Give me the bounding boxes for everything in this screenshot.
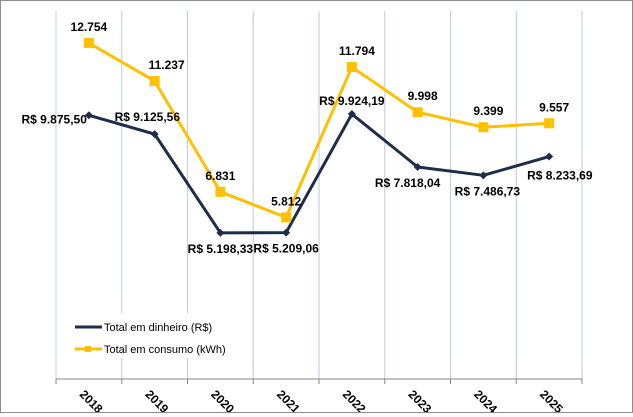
legend-marker: [85, 346, 91, 352]
gridlines: [55, 11, 583, 379]
data-label: R$ 9.125,56: [115, 110, 181, 124]
x-tick-label: 2018: [77, 387, 106, 412]
x-tick-label: 2022: [340, 387, 369, 412]
x-tick-label: 2025: [537, 387, 566, 412]
data-point-square: [83, 37, 94, 48]
x-tick-label: 2019: [143, 387, 172, 412]
data-label: 9.399: [473, 104, 503, 118]
data-point-square: [478, 122, 489, 133]
data-point-square: [215, 186, 226, 197]
data-label: R$ 7.818,04: [375, 176, 441, 190]
legend: Total em dinheiro (R$) Total em consumo (…: [69, 313, 239, 358]
data-point-diamond: [282, 228, 291, 237]
data-point-diamond: [479, 171, 488, 180]
data-point-diamond: [216, 228, 225, 237]
data-label: R$ 7.486,73: [455, 184, 521, 198]
data-label: R$ 5.209,06: [253, 242, 319, 256]
data-point-square: [412, 107, 423, 118]
series-lines: [83, 37, 555, 237]
data-point-square: [149, 76, 160, 87]
data-point-square: [346, 62, 357, 73]
data-label: 11.237: [149, 58, 185, 72]
data-label: 11.794: [339, 44, 375, 58]
data-label: 9.557: [539, 100, 569, 114]
data-label: R$ 8.233,69: [527, 169, 593, 183]
x-tick-label: 2020: [208, 387, 237, 412]
data-labels: R$ 9.875,50 R$ 9.125,56 R$ 5.198,33 R$ 5.20…: [21, 20, 592, 256]
legend-label: Total em dinheiro (R$): [104, 322, 212, 334]
data-point-diamond: [413, 162, 422, 171]
data-point-diamond: [84, 111, 93, 120]
legend-label: Total em consumo (kWh): [104, 344, 226, 356]
data-point-square: [281, 212, 292, 223]
x-tick-label: 2023: [406, 387, 435, 412]
data-label: 6.831: [205, 169, 235, 183]
data-point-square: [544, 118, 555, 129]
x-tick-label: 2021: [274, 387, 303, 412]
data-point-diamond: [347, 110, 356, 119]
data-point-diamond: [150, 130, 159, 139]
data-label: 5.812: [271, 194, 301, 208]
x-axis: 2018 2019 2020 2021 2022 2023 2024 2025: [55, 378, 583, 416]
data-point-diamond: [545, 152, 554, 161]
data-label: R$ 5.198,33: [188, 242, 254, 256]
series-line-0: [88, 112, 550, 235]
data-label: R$ 9.875,50: [21, 112, 87, 126]
data-label: 9.998: [408, 89, 438, 103]
data-label: 12.754: [71, 20, 108, 34]
x-tick-label: 2024: [471, 387, 500, 412]
series-line-1: [88, 41, 550, 219]
data-label: R$ 9.924,19: [319, 94, 385, 108]
